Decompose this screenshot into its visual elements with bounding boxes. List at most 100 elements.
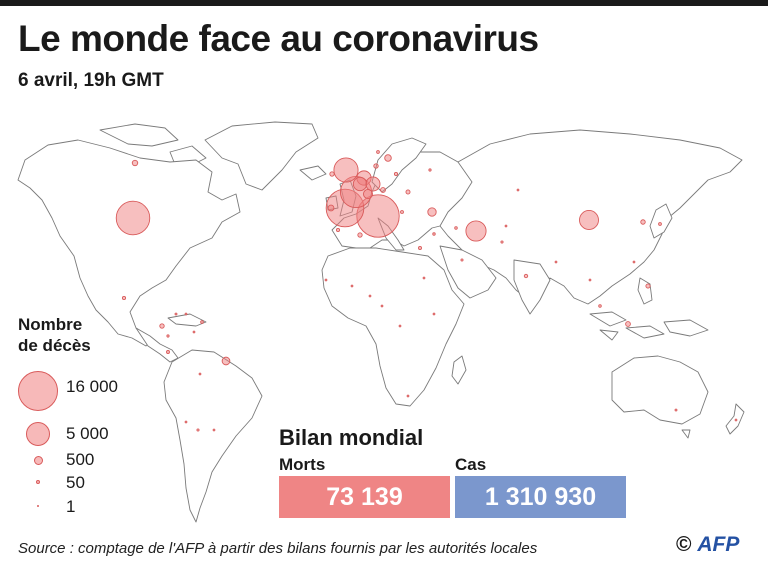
bubble-egypt [418,246,422,250]
bubble-poland [393,171,399,177]
land-tasmania [681,429,691,439]
land-scandinavia [371,137,427,193]
land-japan [649,203,673,239]
land-madagascar [451,355,467,385]
cases-label: Cas [455,455,487,474]
bubble-russia [428,168,432,172]
land-iceland [299,165,327,181]
legend-title-line2: de décès [18,336,91,355]
bubble-peru [166,350,170,354]
bubble-japan [658,222,662,226]
bubble-malaysia [598,304,602,308]
legend-circle-16000 [18,371,58,411]
land-new-zealand [725,403,745,435]
bubble-greece [400,210,404,214]
legend-title: Nombre de décès [18,314,91,356]
afp-brand: AFP [697,533,740,556]
bubble-dominican-rep- [200,320,204,324]
bubble-cuba [184,312,188,316]
bubble-bangladesh [554,260,558,264]
land-central-america [135,327,179,363]
legend-label-500: 500 [66,450,95,469]
bubble-venezuela [192,330,196,334]
land-philippines [637,277,653,305]
bubble-kazakhstan [516,188,520,192]
bubble-south-korea [640,219,646,225]
bubble-kenya [432,312,436,316]
land-north-america [17,139,241,347]
bubble-germany [365,176,381,192]
legend-title-line1: Nombre [18,315,83,334]
legend-circle-5000 [26,422,50,446]
bubble-australia [674,408,678,412]
bubble-afghanistan [504,224,508,228]
bubble-cameroon [380,304,384,308]
bubble-morocco [335,227,341,233]
bubble-pakistan [500,240,504,244]
land-arabia [439,245,497,299]
bubble-sudan [422,276,426,280]
bubble-ireland [329,171,335,177]
deaths-label: Morts [279,455,326,474]
bubble-chile [184,420,188,424]
legend-label-50: 50 [66,473,85,492]
land-australia [611,355,709,425]
cases-value-box: 1 310 930 [455,476,626,518]
source-note: Source : comptage de l'AFP à partir des … [18,540,538,557]
land-africa [321,247,465,407]
afp-logo: © AFP [676,533,739,557]
land-indonesia [589,311,665,341]
bubble-romania [405,189,411,195]
land-india [513,259,551,315]
bubble-austria [380,187,386,193]
summary-title: Bilan mondial [279,425,424,450]
legend-circle-500 [34,456,43,465]
bubble-india [523,273,529,279]
legend-circle-50 [36,480,40,484]
bubble-uruguay [212,428,216,432]
legend-label-16000: 16 000 [66,377,118,396]
legend-label-1: 1 [66,497,76,516]
bubble-switzerland [362,188,374,200]
bubble-china [579,210,599,230]
copyright-symbol: © [676,533,692,556]
bubble-belgium [352,176,368,192]
bubble-senegal [324,278,328,282]
bubble-norway [376,150,380,154]
bubble-israel [432,232,436,236]
top-rule [0,0,768,6]
bubble-thailand [588,278,592,282]
world-map-outline [17,121,745,523]
bubble-turkey [427,207,437,217]
bubble-philippines [645,283,651,289]
bubble-algeria [357,232,363,238]
death-bubbles [115,150,738,432]
bubble-iran [465,220,487,242]
bubble-bolivia [198,372,202,376]
bubble-panama [166,334,170,338]
world-map [17,121,745,523]
bubble-burkina-faso [350,284,354,288]
bubble-argentina [196,428,200,432]
bubble-ecuador [159,323,165,329]
bubble-congo-dr [398,324,402,328]
bubble-portugal [327,204,335,212]
deaths-value-box: 73 139 [279,476,450,518]
bubble-iraq [454,226,458,230]
bubble-united-kingdom [333,157,359,183]
bubble-canada [131,159,139,167]
bubble-denmark [373,163,379,169]
legend-label-5000: 5 000 [66,424,109,443]
bubble-colombia [174,312,178,316]
bubble-saudi-arabia [460,258,464,262]
legend-circle-1 [37,505,39,507]
bubble-nigeria [368,294,372,298]
bubble-indonesia [625,321,631,327]
bubble-brazil [221,356,231,366]
bubble-mexico [121,295,127,301]
land-cuba [167,313,207,327]
bubble-sweden [384,154,392,162]
land-south-america [163,349,263,523]
land-greenland [204,121,319,191]
page-title: Le monde face au coronavirus [18,18,539,59]
